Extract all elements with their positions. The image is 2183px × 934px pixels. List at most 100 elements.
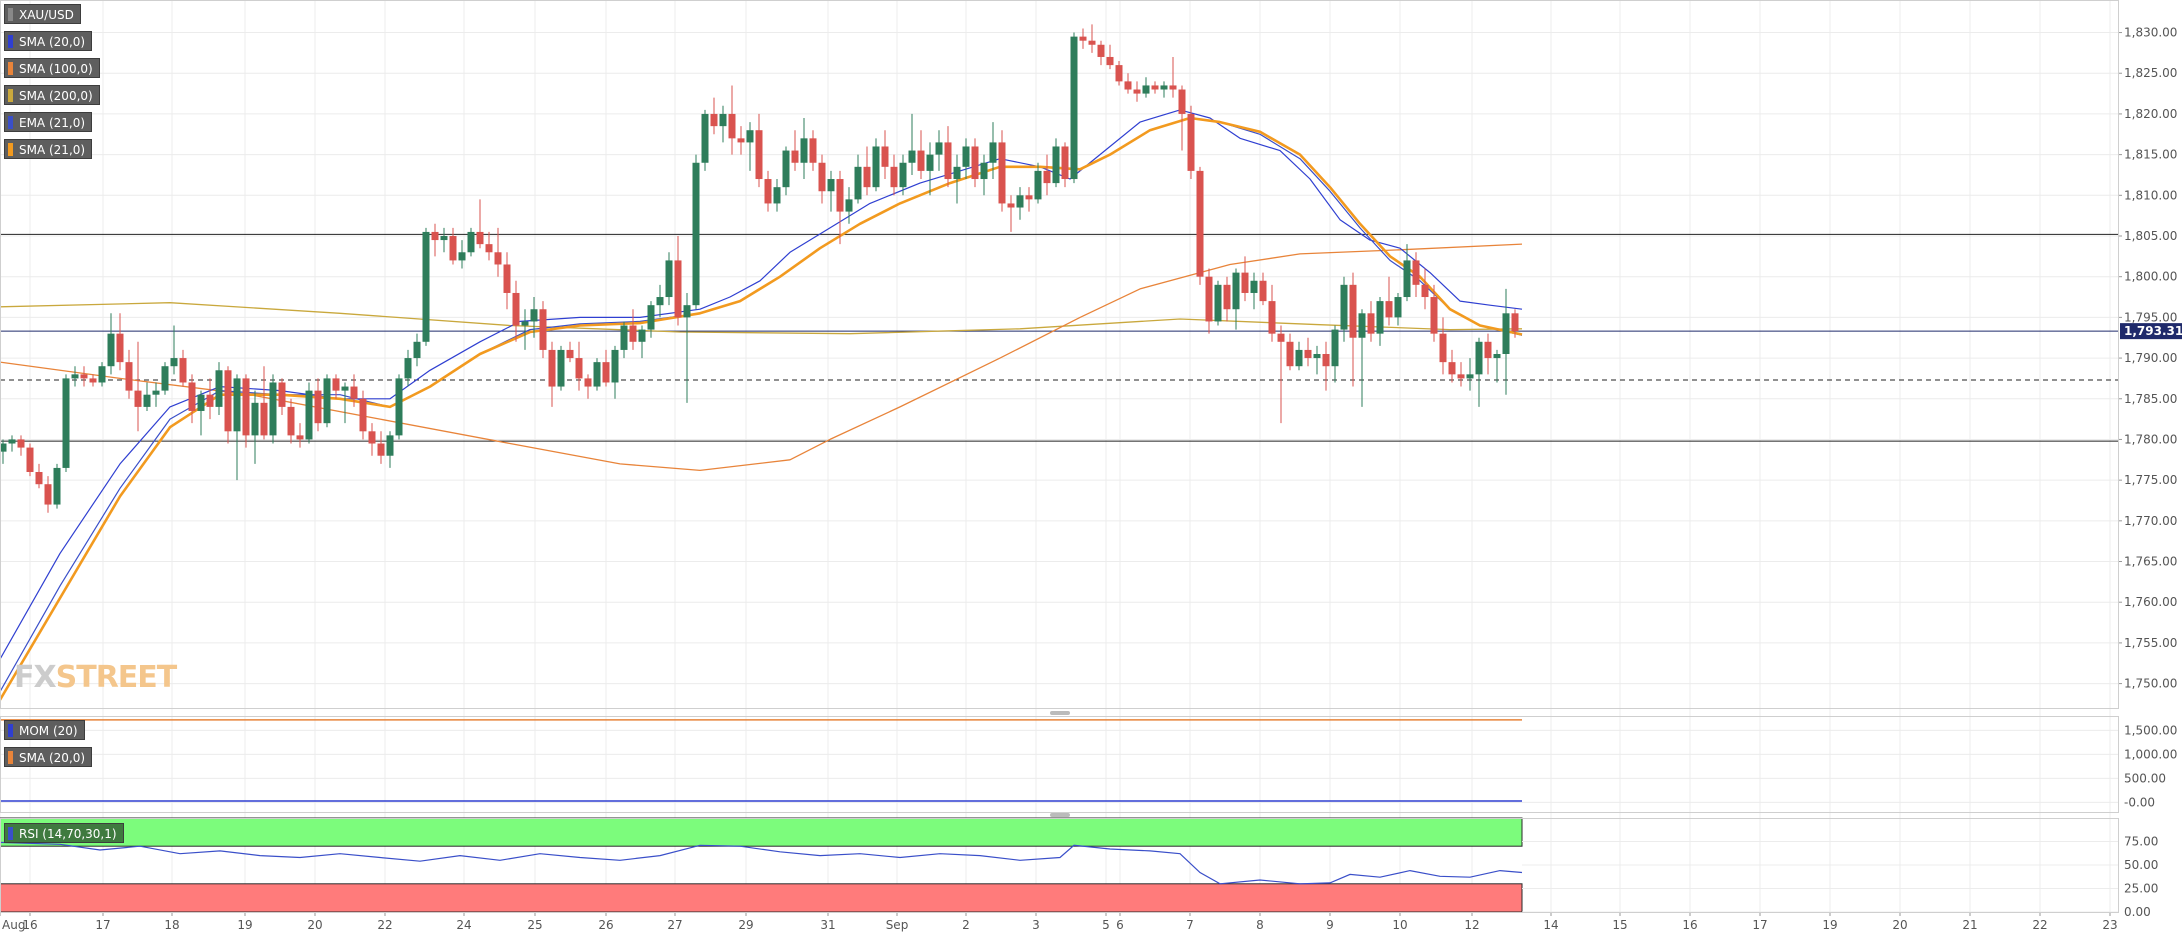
- candle-body: [773, 187, 781, 204]
- candle-body: [89, 378, 97, 383]
- time-tick-label: 2: [962, 918, 970, 932]
- candle-body: [458, 252, 466, 261]
- candle-body: [1151, 85, 1159, 90]
- indicator-label-mom-sma[interactable]: SMA (20,0): [4, 747, 93, 767]
- candle-body: [350, 386, 358, 399]
- candle-body: [1322, 354, 1330, 367]
- candle-body: [143, 394, 151, 407]
- candle-body: [1088, 40, 1096, 45]
- candle-body: [1106, 56, 1114, 66]
- rsi-line: [0, 841, 1523, 885]
- candle-body: [719, 113, 727, 127]
- time-tick-label: 27: [667, 918, 682, 932]
- price-tick-label: 1,760.00: [2124, 595, 2177, 609]
- rsi-tick-label: 75.00: [2124, 835, 2158, 849]
- indicator-color-swatch: [8, 116, 13, 129]
- sma200-line: [0, 302, 1523, 335]
- time-tick-label: 10: [1392, 918, 1407, 932]
- candle-body: [800, 138, 808, 163]
- candle-body: [125, 362, 133, 391]
- time-tick-label: 5: [1102, 918, 1110, 932]
- indicator-label-sma20[interactable]: SMA (20,0): [4, 31, 93, 51]
- time-tick-label: 20: [307, 918, 322, 932]
- candle-body: [674, 260, 682, 318]
- candle-body: [224, 370, 232, 432]
- candle-body: [755, 130, 763, 180]
- candle-body: [1313, 354, 1321, 359]
- candle-body: [1007, 203, 1015, 208]
- candle-body: [179, 358, 187, 383]
- candle-body: [278, 382, 286, 407]
- time-tick-label: 19: [1822, 918, 1837, 932]
- price-tick-label: 1,815.00: [2124, 148, 2177, 162]
- candle-body: [1304, 349, 1312, 359]
- sma20-line: [0, 109, 1523, 660]
- candle-body: [683, 305, 691, 318]
- indicator-label-sma200[interactable]: SMA (200,0): [4, 85, 100, 105]
- indicator-color-swatch: [8, 35, 13, 48]
- candle-body: [557, 349, 565, 387]
- time-tick-label: 9: [1326, 918, 1334, 932]
- time-tick-label: 7: [1186, 918, 1194, 932]
- candle-body: [1259, 280, 1267, 302]
- candle-body: [593, 362, 601, 387]
- candle-body: [953, 166, 961, 180]
- time-tick-label: 3: [1032, 918, 1040, 932]
- resize-handle: [1050, 711, 1070, 715]
- candle-body: [971, 146, 979, 180]
- candle-body: [638, 329, 646, 342]
- indicator-label-mom[interactable]: MOM (20): [4, 720, 85, 740]
- candle-body: [1124, 81, 1132, 90]
- fxstreet-logo: FXSTREET: [14, 660, 177, 695]
- candle-body: [35, 472, 43, 485]
- candle-body: [530, 309, 538, 322]
- candle-body: [1016, 195, 1024, 208]
- candle-body: [449, 236, 457, 261]
- candle-body: [287, 406, 295, 436]
- candle-body: [1502, 313, 1510, 354]
- time-tick-label: Aug: [2, 918, 25, 932]
- price-tick-label: 1,820.00: [2124, 107, 2177, 121]
- indicator-label-rsi[interactable]: RSI (14,70,30,1): [4, 823, 124, 843]
- candle-body: [1385, 301, 1393, 318]
- candle-body: [746, 130, 754, 143]
- candle-body: [1196, 170, 1204, 277]
- indicator-color-swatch: [8, 62, 13, 75]
- price-tick-label: 1,755.00: [2124, 636, 2177, 650]
- candle-body: [620, 325, 628, 350]
- candle-body: [1421, 284, 1429, 298]
- panel-border: [0, 0, 2119, 709]
- candle-body: [80, 374, 88, 379]
- time-tick-label: 26: [598, 918, 613, 932]
- indicator-label-sma21[interactable]: SMA (21,0): [4, 139, 93, 159]
- candle-body: [332, 378, 340, 391]
- candle-body: [737, 138, 745, 143]
- candle-body: [413, 341, 421, 359]
- candle-body: [1070, 36, 1078, 180]
- candle-body: [890, 166, 898, 188]
- candle-body: [575, 358, 583, 379]
- time-tick-label: 21: [1962, 918, 1977, 932]
- time-tick-label: 16: [1682, 918, 1697, 932]
- time-tick-label: 15: [1612, 918, 1627, 932]
- candle-body: [269, 382, 277, 436]
- price-tick-label: 1,810.00: [2124, 188, 2177, 202]
- candle-body: [980, 162, 988, 180]
- candle-body: [917, 150, 925, 171]
- candle-body: [854, 166, 862, 200]
- candle-body: [431, 231, 439, 241]
- rsi-tick-label: 25.00: [2124, 882, 2158, 896]
- candle-body: [323, 378, 331, 424]
- symbol-label[interactable]: XAU/USD: [4, 4, 81, 24]
- candle-body: [1466, 374, 1474, 379]
- last-price-label: 1,793.31: [2124, 324, 2183, 338]
- candle-body: [1403, 260, 1411, 298]
- sma100-line: [0, 243, 1523, 472]
- candle-body: [62, 378, 70, 468]
- indicator-label-ema21[interactable]: EMA (21,0): [4, 112, 93, 132]
- candle-body: [233, 378, 241, 432]
- candle-body: [899, 162, 907, 188]
- indicator-label-sma100[interactable]: SMA (100,0): [4, 58, 100, 78]
